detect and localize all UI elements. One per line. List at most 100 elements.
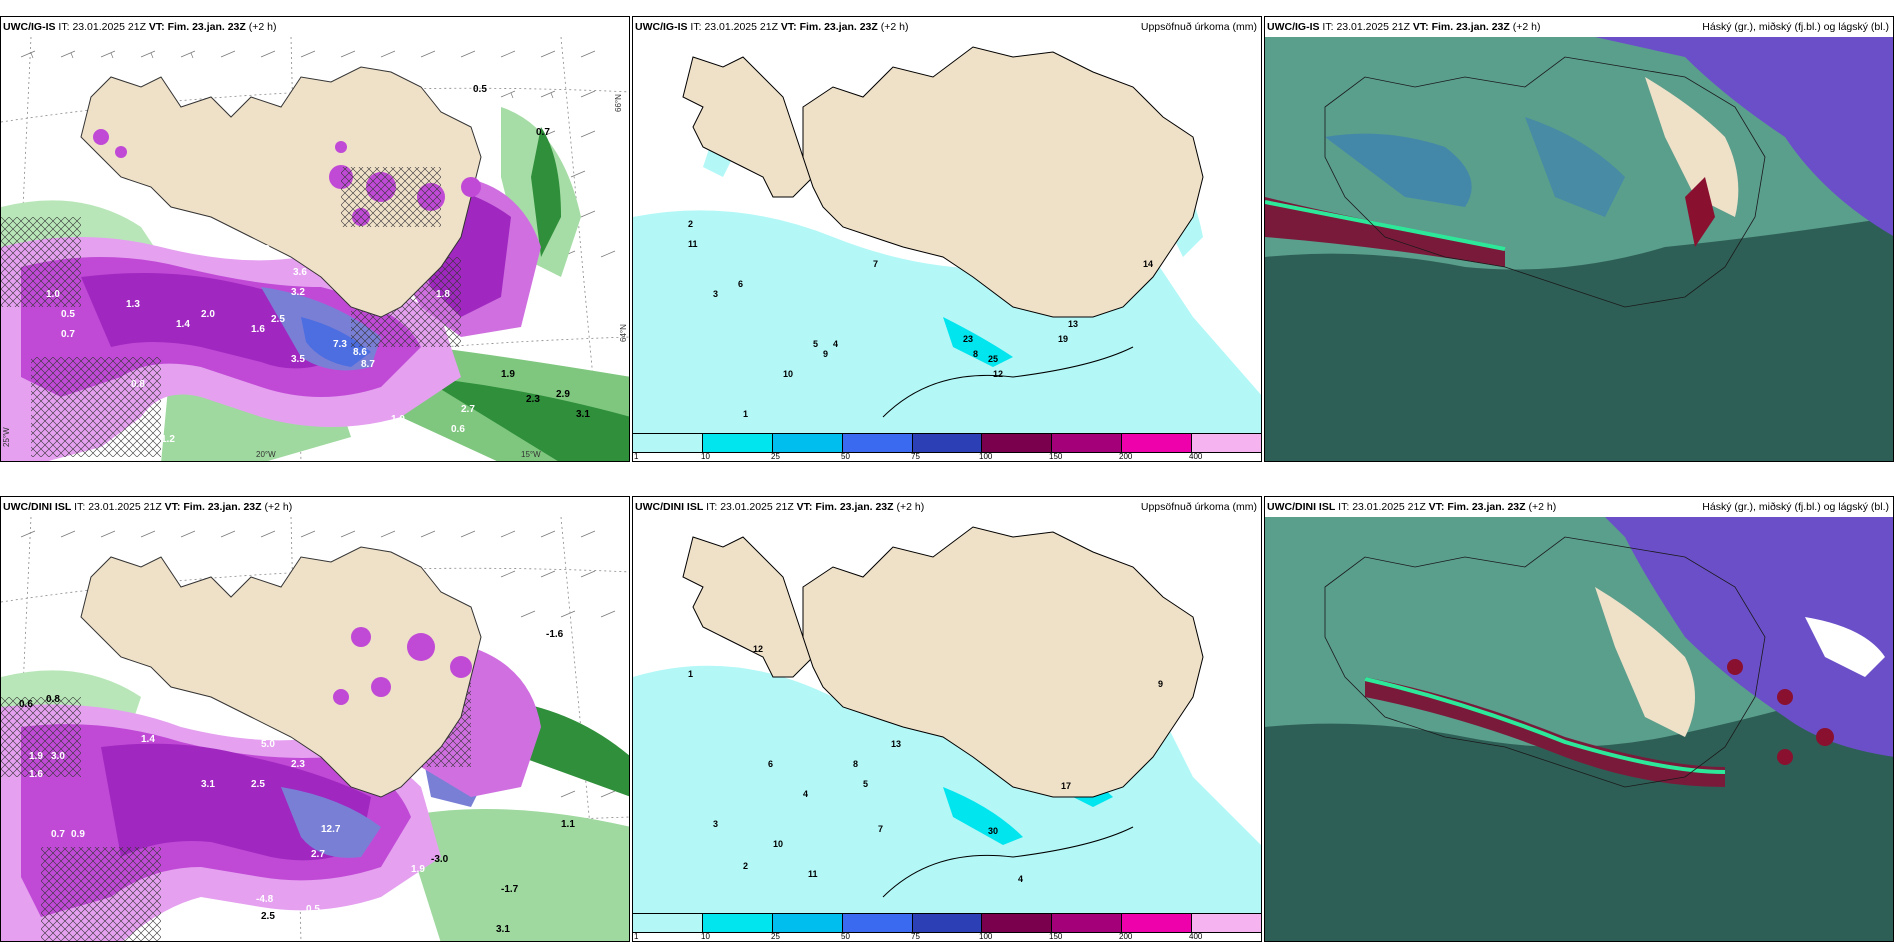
value-label: -1.7 bbox=[501, 884, 519, 895]
colorbar-tick: 75 bbox=[911, 932, 920, 941]
value-label: 30 bbox=[988, 826, 998, 836]
value-label: 2 bbox=[688, 219, 693, 229]
value-label: 0.5 bbox=[473, 84, 487, 95]
colorbar-swatch bbox=[841, 434, 912, 452]
cloud-title: Háský (gr.), miðský (fj.bl.) og lágský (… bbox=[1702, 501, 1889, 513]
value-label: 10 bbox=[783, 369, 793, 379]
colorbar-tick: 400 bbox=[1189, 452, 1203, 461]
value-label: 1.2 bbox=[161, 434, 175, 445]
value-label: 1.8 bbox=[436, 289, 450, 300]
value-label: 3.6 bbox=[293, 267, 307, 278]
colorbar-tick: 50 bbox=[841, 452, 850, 461]
value-label: 11 bbox=[688, 239, 698, 249]
value-label: 1.9 bbox=[501, 369, 515, 380]
colorbar-tick: 1 bbox=[634, 932, 639, 941]
value-label: 8 bbox=[853, 759, 858, 769]
value-label: 3.5 bbox=[546, 699, 560, 710]
value-label: 1 bbox=[743, 409, 748, 419]
colorbar-tick: 10 bbox=[701, 452, 710, 461]
value-label: 10 bbox=[773, 839, 783, 849]
value-label: 3.1 bbox=[576, 409, 590, 420]
value-label: 5 bbox=[813, 339, 818, 349]
value-label: -1.6 bbox=[546, 629, 564, 640]
colorbar: 1 10 25 50 75 100 150 200 400 bbox=[633, 913, 1261, 941]
cloud-title: Háský (gr.), miðský (fj.bl.) og lágský (… bbox=[1702, 21, 1889, 33]
value-label: 17 bbox=[1061, 781, 1071, 791]
colorbar-tick: 25 bbox=[771, 932, 780, 941]
value-label: 0.9 bbox=[71, 829, 85, 840]
value-label: 3.1 bbox=[201, 779, 215, 790]
value-label: 2.5 bbox=[271, 314, 285, 325]
colorbar-swatch bbox=[911, 434, 982, 452]
value-label: 12 bbox=[753, 644, 763, 654]
value-label: 0.5 bbox=[61, 309, 75, 320]
value-label: 3.0 bbox=[51, 751, 65, 762]
colorbar-swatch bbox=[1121, 434, 1192, 452]
value-label: 0.8 bbox=[46, 694, 60, 705]
colorbar-tick: 75 bbox=[911, 452, 920, 461]
precip-title: Uppsöfnuð úrkoma (mm) bbox=[1140, 21, 1257, 33]
map-panel-left-top: UWC/IG-IS IT: 23.01.2025 21Z VT: Fim. 23… bbox=[0, 16, 630, 462]
cloud-map bbox=[1265, 37, 1893, 461]
value-label: 19 bbox=[1058, 334, 1068, 344]
colorbar-swatch bbox=[633, 914, 702, 932]
panel-header: UWC/IG-IS IT: 23.01.2025 21Z VT: Fim. 23… bbox=[1267, 21, 1889, 33]
value-label: 6 bbox=[768, 759, 773, 769]
value-label: 4 bbox=[1018, 874, 1023, 884]
panel-header: UWC/DINI ISL IT: 23.01.2025 21Z VT: Fim.… bbox=[1267, 501, 1889, 513]
value-label: 2.5 bbox=[261, 911, 275, 922]
colorbar-tick: 100 bbox=[979, 932, 993, 941]
value-label: -3.0 bbox=[431, 854, 449, 865]
map-panel-left-bottom: UWC/DINI ISL IT: 23.01.2025 21Z VT: Fim.… bbox=[0, 496, 630, 942]
value-label: 0.6 bbox=[19, 699, 33, 710]
colorbar-swatch bbox=[1191, 434, 1261, 452]
value-label: 7 bbox=[878, 824, 883, 834]
value-label: 3.1 bbox=[496, 924, 510, 935]
colorbar-swatch bbox=[1051, 434, 1122, 452]
lon-label-25w: 25°W bbox=[2, 427, 11, 447]
colorbar: 1 10 25 50 75 100 150 200 400 bbox=[633, 433, 1261, 461]
value-label: 4 bbox=[833, 339, 838, 349]
colorbar-swatch bbox=[841, 914, 912, 932]
map-panel-right-top: UWC/IG-IS IT: 23.01.2025 21Z VT: Fim. 23… bbox=[1264, 16, 1894, 462]
value-label: -4.8 bbox=[256, 894, 274, 905]
colorbar-swatch bbox=[701, 914, 772, 932]
value-label: 1.9 bbox=[29, 751, 43, 762]
wind-precip-map: 0.5 0.7 1.0 1.3 1.6 2.5 3.2 3.5 3.6 4.0 … bbox=[1, 36, 629, 461]
value-label: 8.6 bbox=[353, 347, 367, 358]
cloud-map bbox=[1265, 517, 1893, 941]
colorbar-tick: 100 bbox=[979, 452, 993, 461]
value-label: 11 bbox=[808, 869, 818, 879]
value-label: 1 bbox=[688, 669, 693, 679]
value-label: 1.3 bbox=[126, 299, 140, 310]
colorbar-swatch bbox=[701, 434, 772, 452]
lat-label-66: 66°N bbox=[614, 94, 623, 112]
value-label: 1.1 bbox=[561, 819, 575, 830]
value-label: 23 bbox=[963, 334, 973, 344]
value-label: 9 bbox=[823, 349, 828, 359]
value-label: 2 bbox=[743, 861, 748, 871]
value-label: 0.7 bbox=[51, 829, 65, 840]
value-label: 4.0 bbox=[256, 244, 270, 255]
value-label: 1.0 bbox=[391, 414, 405, 425]
panel-header: UWC/IG-IS IT: 23.01.2025 21Z VT: Fim. 23… bbox=[3, 21, 277, 33]
colorbar-swatch bbox=[633, 434, 702, 452]
value-label: 2.3 bbox=[291, 759, 305, 770]
panel-header: UWC/DINI ISL IT: 23.01.2025 21Z VT: Fim.… bbox=[635, 501, 1257, 513]
value-label: 13 bbox=[1068, 319, 1078, 329]
wind-precip-map: 0.6 0.8 1.6 1.9 3.0 2.5 3.1 2.3 12.7 2.7… bbox=[1, 516, 629, 941]
value-label: 1.0 bbox=[46, 289, 60, 300]
value-label: 2.9 bbox=[556, 389, 570, 400]
colorbar-swatch bbox=[981, 914, 1052, 932]
value-label: 14 bbox=[1143, 259, 1153, 269]
value-label: 6 bbox=[738, 279, 743, 289]
value-label: 7.3 bbox=[333, 339, 347, 350]
colorbar-tick: 50 bbox=[841, 932, 850, 941]
value-label: 1.4 bbox=[141, 734, 155, 745]
colorbar-swatch bbox=[1121, 914, 1192, 932]
colorbar-swatch bbox=[771, 914, 842, 932]
value-label: 4 bbox=[803, 789, 808, 799]
colorbar-tick: 200 bbox=[1119, 452, 1133, 461]
value-label: 5 bbox=[863, 779, 868, 789]
value-label: 2.7 bbox=[311, 849, 325, 860]
